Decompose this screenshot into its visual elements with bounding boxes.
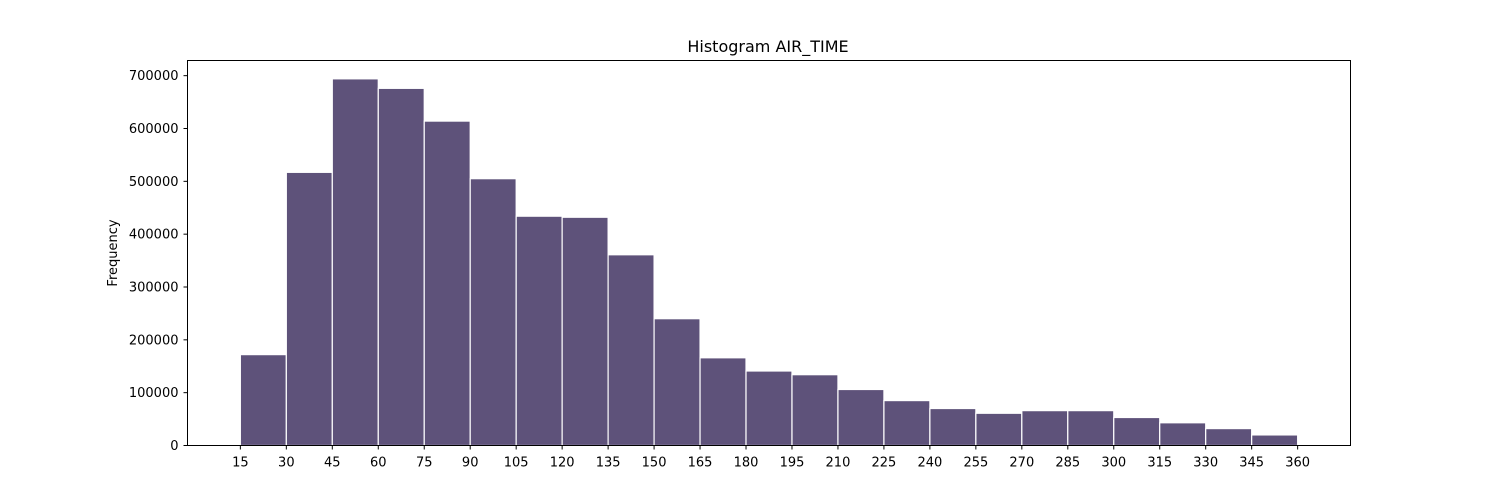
x-tick-label: 60 [370, 456, 387, 471]
histogram-bar [515, 215, 563, 447]
x-tick-label: 165 [688, 456, 713, 471]
histogram-bar [1067, 410, 1115, 447]
x-tick-label: 360 [1285, 456, 1310, 471]
chart-title: Histogram AIR_TIME [687, 37, 848, 57]
plot-frame [187, 60, 1351, 446]
x-tick-label: 225 [872, 456, 897, 471]
histogram-bar [377, 87, 425, 447]
histogram-bar [745, 370, 793, 447]
x-tick-label: 90 [462, 456, 479, 471]
x-tick-label: 120 [550, 456, 575, 471]
histogram-bar [699, 357, 747, 447]
y-tick-label: 600000 [129, 122, 179, 137]
x-tick-label: 345 [1239, 456, 1264, 471]
x-tick-label: 135 [596, 456, 621, 471]
x-tick-label: 255 [963, 456, 988, 471]
histogram-bar [1159, 422, 1207, 447]
x-tick-label: 45 [324, 456, 341, 471]
y-axis: 0 100000 200000 300000 400000 500000 600000 700… [129, 69, 188, 454]
y-tick-label: 100000 [129, 386, 179, 401]
x-tick-label: 15 [232, 456, 249, 471]
histogram-bar [929, 407, 977, 447]
histogram-bar [239, 354, 287, 447]
histogram-bar [607, 254, 655, 447]
histogram-bar [423, 120, 471, 447]
x-tick-label: 285 [1055, 456, 1080, 471]
x-tick-label: 105 [504, 456, 529, 471]
y-axis-label: Frequency [106, 219, 121, 286]
histogram-bar [331, 78, 379, 447]
x-tick-label: 195 [780, 456, 805, 471]
histogram-bar [1251, 434, 1299, 447]
x-tick-label: 300 [1101, 456, 1126, 471]
x-tick-label: 180 [734, 456, 759, 471]
histogram-bar [1021, 410, 1069, 447]
histogram-bar [975, 412, 1023, 447]
x-tick-label: 330 [1193, 456, 1218, 471]
y-tick-label: 700000 [129, 69, 179, 84]
y-tick-label: 0 [170, 439, 178, 454]
x-tick-label: 75 [416, 456, 433, 471]
histogram-bar [561, 216, 609, 447]
x-tick-label: 30 [278, 456, 295, 471]
histogram-bar [1113, 416, 1161, 447]
x-tick-label: 240 [917, 456, 942, 471]
bars-group [239, 78, 1299, 447]
histogram-bar [791, 374, 839, 447]
y-tick-label: 400000 [129, 228, 179, 243]
x-axis: 15 30 45 60 75 90 105 120 135 150 165 180 195 210 225 2… [232, 445, 1310, 471]
x-tick-label: 270 [1009, 456, 1034, 471]
histogram-bar [285, 171, 333, 447]
histogram-bar [653, 318, 701, 447]
y-tick-label: 200000 [129, 333, 179, 348]
x-tick-label: 315 [1147, 456, 1172, 471]
x-tick-label: 210 [826, 456, 851, 471]
x-tick-label: 150 [642, 456, 667, 471]
y-tick-label: 300000 [129, 280, 179, 295]
y-tick-label: 500000 [129, 175, 179, 190]
histogram-bar [469, 178, 517, 447]
histogram-bar [1205, 427, 1253, 447]
histogram-bar [883, 399, 931, 447]
histogram-bar [837, 388, 885, 447]
